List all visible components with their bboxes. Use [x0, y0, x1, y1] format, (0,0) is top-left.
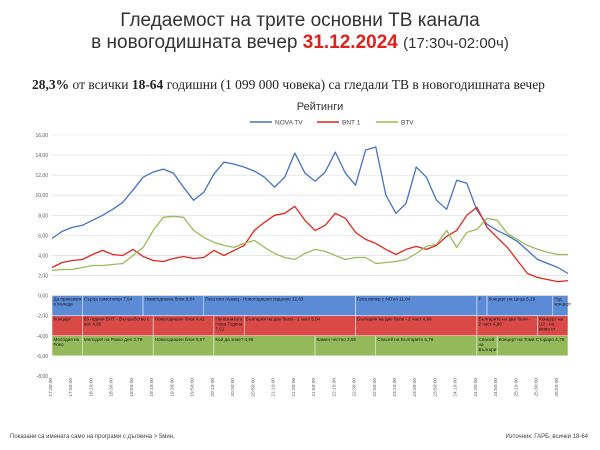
- x-tick-label: 23:30:00: [412, 378, 418, 397]
- y-tick-label: 0,00: [38, 294, 48, 300]
- y-tick-label: -2,00: [37, 314, 49, 320]
- x-tick-label: 22:30:00: [352, 378, 358, 397]
- program-segment-label: Кой да знае? 4,96: [215, 336, 254, 342]
- x-tick-label: 22:50:00: [372, 378, 378, 397]
- program-segment-label: Новогодишен блок 4,41: [155, 317, 206, 322]
- x-tick-label: 21:50:00: [311, 378, 317, 397]
- x-tick-label: 25:30:00: [534, 378, 540, 397]
- subtitle: 28,3% от всички 18-64 годишни (1 099 000…: [32, 76, 572, 94]
- program-segment-label: Сърца самотници 7,94: [84, 297, 133, 302]
- subtitle-percent: 28,3%: [32, 77, 70, 92]
- program-segment-label: Гала вечер с NOVA 11,04: [357, 297, 411, 302]
- x-tick-label: 23:50:00: [432, 378, 438, 397]
- program-segment-label: Мелодия на Рокко Дел 2,79: [84, 337, 143, 342]
- x-tick-label: 18:30:00: [109, 378, 115, 397]
- y-tick-label: 10,00: [35, 193, 48, 199]
- program-segment-label: Мелодия на Роко: [54, 337, 80, 347]
- title-line-1: Гледаемост на трите основни ТВ канала: [120, 10, 480, 31]
- program-segment-label: Непознатата Нова Година 7,51: [215, 317, 243, 332]
- legend-label-0: NOVA TV: [275, 120, 303, 127]
- legend-label-1: BNT 1: [342, 120, 361, 127]
- program-segment-label: Год. концерт: [554, 297, 572, 307]
- footnote: Показани са имената само на програми с д…: [10, 434, 175, 440]
- program-segment-label: Концерт на U2 - на живо от: [539, 317, 563, 332]
- y-tick-label: 8,00: [38, 213, 48, 219]
- y-tick-label: 14,00: [35, 153, 48, 159]
- x-tick-label: 18:50:00: [129, 378, 135, 397]
- program-segment-label: България на две бели - 2 част 4,98: [357, 317, 432, 322]
- title-date: 31.12.2024: [302, 32, 398, 53]
- chart-title: Рейтинги: [297, 101, 344, 113]
- x-tick-label: 24:10:00: [453, 378, 459, 397]
- x-tick-label: 22:10:00: [331, 378, 337, 397]
- legend-label-2: BTV: [401, 120, 414, 127]
- subtitle-text-1: от всички: [72, 77, 129, 92]
- program-segment-label: F: [478, 297, 481, 302]
- x-tick-label: 25:50:00: [554, 378, 560, 397]
- y-tick-label: -8,00: [37, 374, 49, 380]
- x-tick-label: 25:10:00: [513, 378, 519, 397]
- x-tick-label: 19:50:00: [190, 378, 196, 397]
- y-tick-label: 12,00: [35, 173, 48, 179]
- source-note: Източник: ГАРБ, всички 18-64: [505, 434, 588, 440]
- x-tick-label: 20:30:00: [230, 378, 236, 397]
- x-tick-label: 17:50:00: [68, 378, 74, 397]
- x-tick-label: 23:10:00: [392, 378, 398, 397]
- program-segment-label: Спасей на Българите: [478, 336, 501, 352]
- program-band-1: Концерт 65 години БНТ - Вълшебство с вас 4…: [51, 315, 569, 337]
- x-tick-label: 21:10:00: [271, 378, 277, 397]
- x-tick-label: 20:10:00: [210, 378, 216, 397]
- program-segment-label: 65 години БНТ - Вълшебство с вас 4,96: [84, 317, 150, 327]
- x-tick-label: 18:10:00: [88, 378, 94, 397]
- program-segment-label: Новогодишен блок 8,97: [155, 337, 206, 342]
- subtitle-text-2: годишни (1 099 000 човека) са гледали ТВ…: [166, 77, 545, 92]
- program-segment-label: Концерт на Цеца 5,19: [489, 297, 536, 302]
- y-tick-label: 2,00: [38, 274, 48, 280]
- x-tick-label: 24:30:00: [473, 378, 479, 397]
- program-segment-label: Концерт на Томи Стораро 4,78: [499, 337, 565, 342]
- x-tick-label: 21:30:00: [291, 378, 297, 397]
- x-tick-label: 20:50:00: [250, 378, 256, 397]
- program-segment-label: Българите на две бели -2 част 4,98: [478, 317, 530, 327]
- program-segment-label: Да прикажем в Коледа: [54, 297, 82, 307]
- series-line-1: [51, 205, 569, 283]
- y-tick-label: -6,00: [37, 354, 49, 360]
- page-title: Гледаемост на трите основни ТВ канала в …: [0, 10, 600, 55]
- program-segment-label: Новогодишен блок 8,84: [145, 297, 196, 302]
- title-time: (17:30ч-02:00ч): [403, 35, 509, 52]
- program-segment-label: Камен честно 3,55: [317, 337, 357, 342]
- x-tick-label: 19:10:00: [149, 378, 155, 397]
- program-segment-label: Спасей на Българите 5,76: [377, 336, 434, 342]
- subtitle-age: 18-64: [131, 77, 164, 92]
- x-tick-label: 17:30:00: [48, 378, 54, 397]
- x-tick-label: 19:30:00: [169, 378, 175, 397]
- title-prefix: в новогодишната вечер: [91, 32, 298, 53]
- y-tick-label: 4,00: [38, 253, 48, 259]
- program-segment: [496, 335, 569, 357]
- series-line-0: [51, 146, 569, 275]
- series-line-2: [51, 215, 568, 272]
- program-segment-label: Концерт: [54, 317, 72, 322]
- x-tick-label: 24:50:00: [493, 378, 499, 397]
- program-band-2: Мелодия на Роко Мелодия на Рокко Дел 2,79 Н…: [51, 335, 569, 357]
- program-segment-label: България на две бели - 1 част 5,94: [246, 317, 321, 322]
- program-segment-label: Пеш или лъжец - Новогодишно издание 12,6…: [205, 297, 304, 302]
- y-tick-label: 16,00: [35, 133, 48, 139]
- y-tick-label: 6,00: [38, 233, 48, 239]
- title-line-2: в новогодишната вечер 31.12.2024 (17:30ч…: [0, 32, 600, 55]
- y-tick-label: -4,00: [37, 334, 49, 340]
